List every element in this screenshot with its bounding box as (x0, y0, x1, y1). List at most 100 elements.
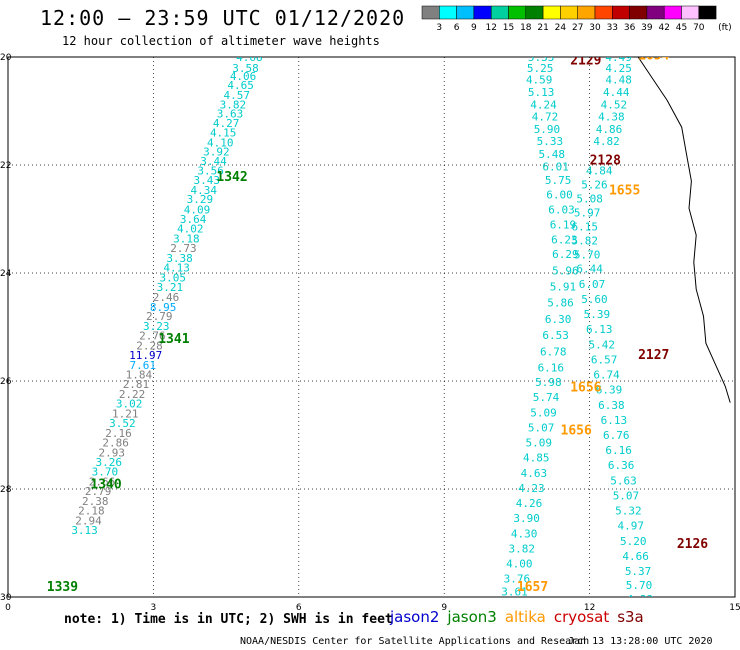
pass-number-label: 1657 (517, 580, 548, 595)
wave-height-label: 3.63 (217, 108, 244, 121)
satellite-legend-jason3: jason3 (447, 608, 497, 626)
wave-height-label: 2.79 (146, 310, 173, 323)
wave-height-label: 6.76 (603, 429, 630, 442)
colorbar-label: 36 (624, 23, 636, 33)
wave-height-label: 2.46 (153, 291, 180, 304)
colorbar-label: 18 (520, 23, 532, 33)
wave-height-label: 3.58 (232, 62, 259, 75)
wave-height-label: 4.82 (593, 135, 620, 148)
pass-number-label: 1339 (47, 580, 78, 595)
wave-height-label: 5.09 (525, 437, 552, 450)
wave-height-label: 5.75 (545, 174, 572, 187)
wave-height-label: 1.21 (112, 407, 139, 420)
wave-height-label: 4.26 (516, 497, 543, 510)
wave-height-label: 3.13 (71, 524, 98, 537)
colorbar-label: 3 (436, 23, 442, 33)
wave-height-label: 2.73 (170, 242, 197, 255)
wave-height-label: 4.38 (598, 110, 625, 123)
wave-height-label: 3.76 (504, 573, 531, 586)
wave-height-label: 6.53 (542, 329, 569, 342)
wave-height-label: 2.94 (75, 514, 102, 527)
coastline (637, 57, 731, 403)
wave-height-label: 5.33 (528, 51, 555, 64)
colorbar-label: 27 (572, 23, 583, 33)
wave-height-label: 5.37 (625, 565, 652, 578)
wave-height-label: 3.02 (116, 398, 143, 411)
wave-height-label: 5.26 (581, 178, 608, 191)
wave-height-label: 3.05 (160, 271, 187, 284)
page-title: 12:00 – 23:59 UTC 01/12/2020 (40, 6, 406, 30)
wave-height-label: 7.61 (129, 359, 156, 372)
wave-height-label: 2.22 (119, 388, 146, 401)
wave-height-label: 6.16 (605, 444, 632, 457)
y-tick-label: 28 (0, 485, 12, 495)
wave-height-label: 5.39 (584, 308, 611, 321)
wave-height-label: 4.57 (224, 89, 251, 102)
wave-height-label: 3.70 (92, 466, 119, 479)
wave-height-label: 3.21 (157, 281, 184, 294)
timestamp-text: Jan 13 13:28:00 UTC 2020 (568, 636, 713, 647)
wave-height-label: 3.23 (143, 320, 170, 333)
satellite-legend-s3a: s3a (617, 608, 644, 626)
wave-height-label: 6.15 (572, 221, 599, 234)
wave-height-label: 5.42 (588, 338, 615, 351)
colorbar-label: 45 (676, 23, 687, 33)
wave-height-label: 6.07 (579, 278, 606, 291)
wave-height-label: 6.13 (586, 323, 613, 336)
wave-height-label: 5.90 (534, 123, 561, 136)
pass-number-label: 2127 (638, 348, 669, 363)
wave-height-label: 5.82 (572, 235, 599, 248)
y-tick-label: 20 (0, 53, 12, 63)
wave-height-label: 5.25 (527, 62, 554, 75)
satellite-legend-jason2: jason2 (390, 608, 440, 626)
wave-height-label: 6.13 (601, 414, 628, 427)
wave-height-label: 4.34 (191, 184, 218, 197)
wave-height-label: 5.97 (574, 207, 601, 220)
y-tick-label: 30 (0, 593, 12, 603)
wave-height-label: 5.70 (574, 249, 601, 262)
wave-height-label: 3.82 (220, 99, 247, 112)
wave-height-label: 5.98 (535, 376, 562, 389)
wave-height-label: 6.29 (552, 248, 579, 261)
wave-height-label: 5.32 (615, 505, 642, 518)
x-tick-label: 3 (151, 603, 157, 613)
pass-number-label: 1656 (561, 424, 592, 439)
wave-height-label: 6.19 (550, 218, 577, 231)
x-tick-label: 12 (584, 603, 595, 613)
note-text: note: 1) Time is in UTC; 2) SWH is in fe… (64, 612, 393, 627)
wave-height-label: 4.48 (605, 74, 632, 87)
wave-height-label: 2.16 (105, 427, 132, 440)
wave-height-label: 3.18 (173, 232, 200, 245)
wave-height-label: 2.18 (78, 505, 105, 518)
pass-number-label: 1340 (90, 478, 121, 493)
wave-height-label: 5.07 (613, 489, 640, 502)
colorbar-label: 12 (485, 23, 496, 33)
wave-height-label: 2.81 (123, 378, 150, 391)
colorbar-label: 9 (471, 23, 477, 33)
wave-height-label: 6.44 (576, 263, 603, 276)
wave-height-label: 8.95 (150, 301, 177, 314)
wave-height-label: 2.86 (102, 437, 129, 450)
wave-height-label: 4.44 (603, 86, 630, 99)
wave-height-label: 3.61 (501, 586, 528, 599)
pass-number-label: 2129 (570, 54, 601, 69)
wave-height-label: 4.25 (605, 62, 632, 75)
satellite-legend-altika: altika (504, 608, 546, 626)
wave-height-label: 4.84 (586, 164, 613, 177)
colorbar-label: 15 (503, 23, 514, 33)
wave-height-label: 4.33 (627, 593, 654, 606)
wave-height-label: 4.66 (622, 550, 649, 563)
pass-number-label: 1654 (638, 48, 669, 63)
wave-height-label: 5.91 (550, 281, 577, 294)
colorbar-label: 30 (589, 23, 601, 33)
wave-height-label: 5.08 (576, 192, 603, 205)
wave-height-label: 4.86 (596, 123, 623, 136)
wave-height-label: 4.24 (530, 99, 557, 112)
wave-height-label: 6.00 (546, 189, 573, 202)
colorbar-label: 42 (658, 23, 669, 33)
x-tick-label: 15 (729, 603, 740, 613)
wave-height-label: 5.60 (581, 293, 608, 306)
wave-height-label: 3.44 (200, 155, 227, 168)
wave-height-label: 2.28 (136, 339, 163, 352)
